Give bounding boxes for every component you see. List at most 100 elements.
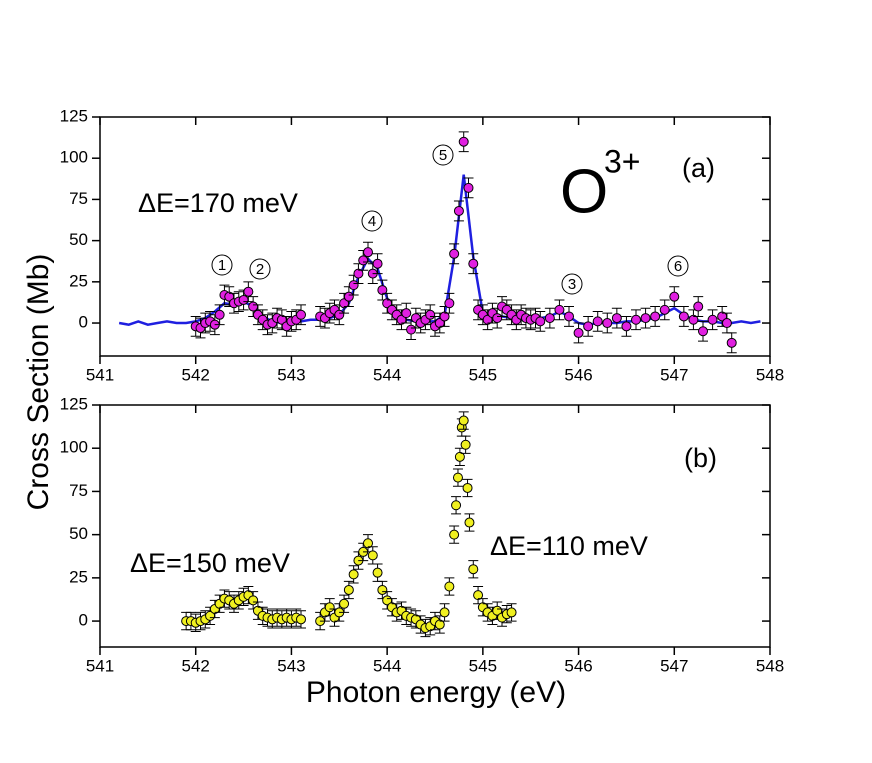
data-point <box>650 311 661 322</box>
data-point <box>592 316 603 327</box>
data-point <box>348 569 359 580</box>
y-tick-label: 50 <box>69 524 88 543</box>
data-point <box>468 258 479 269</box>
data-point <box>659 304 670 315</box>
data-point <box>602 318 613 329</box>
data-point <box>611 313 622 324</box>
x-tick-label: 548 <box>756 365 784 384</box>
panel-label: (b) <box>684 443 717 473</box>
data-point <box>348 280 359 291</box>
data-point <box>707 314 718 325</box>
x-tick-label: 543 <box>277 365 305 384</box>
plot-frame <box>99 116 771 357</box>
y-tick-label: 125 <box>60 106 88 125</box>
x-tick-label: 544 <box>373 656 401 675</box>
data-point <box>451 500 462 511</box>
y-tick-label: 0 <box>79 313 88 332</box>
data-point <box>458 136 469 147</box>
x-tick-label: 543 <box>277 656 305 675</box>
y-tick-label: 100 <box>60 438 88 457</box>
x-tick-label: 545 <box>469 365 497 384</box>
data-point <box>462 482 473 493</box>
data-point <box>721 318 732 329</box>
x-tick-label: 545 <box>469 656 497 675</box>
y-tick-label: 75 <box>69 481 88 500</box>
data-point <box>243 286 254 297</box>
data-point <box>377 285 388 296</box>
x-tick-label: 546 <box>564 656 592 675</box>
ion-symbol: O <box>560 157 608 226</box>
peak-circle <box>432 144 454 166</box>
x-tick-label: 548 <box>756 656 784 675</box>
panel-label: (a) <box>682 153 715 183</box>
y-tick-label: 75 <box>69 189 88 208</box>
data-point <box>343 291 354 302</box>
data-point <box>444 581 455 592</box>
data-point <box>248 595 259 606</box>
x-tick-label: 541 <box>86 365 114 384</box>
data-point <box>464 517 475 528</box>
data-point <box>506 607 517 618</box>
y-tick-label: 0 <box>79 611 88 630</box>
resolution-label: ΔE=110 meV <box>490 531 648 561</box>
data-point <box>453 205 464 216</box>
data-point <box>454 451 465 462</box>
y-axis-label: Cross Section (Mb) <box>22 254 55 511</box>
resolution-label: ΔE=150 meV <box>130 548 290 578</box>
peak-circle <box>361 210 383 232</box>
data-point <box>544 313 555 324</box>
x-tick-label: 547 <box>660 365 688 384</box>
data-point <box>339 598 350 609</box>
data-point <box>353 268 364 279</box>
data-point <box>669 291 680 302</box>
data-point <box>296 309 306 320</box>
peak-circle <box>211 254 233 276</box>
data-point <box>449 248 460 259</box>
resolution-label: ΔE=170 meV <box>138 188 298 218</box>
data-point <box>343 584 354 595</box>
x-tick-label: 542 <box>182 365 210 384</box>
data-point <box>449 529 460 540</box>
x-tick-label: 546 <box>564 365 592 384</box>
data-point <box>463 182 474 193</box>
x-tick-label: 542 <box>182 656 210 675</box>
peak-label: 4 <box>368 213 376 230</box>
data-point <box>377 584 388 595</box>
data-point <box>248 301 259 312</box>
x-tick-label: 544 <box>373 365 401 384</box>
data-point <box>452 472 463 483</box>
data-point <box>698 326 708 337</box>
peak-circle <box>561 273 583 295</box>
data-point <box>439 607 450 618</box>
data-point <box>554 304 565 315</box>
data-point <box>640 313 651 324</box>
plot-area <box>181 411 517 638</box>
y-tick-label: 50 <box>69 230 88 249</box>
data-point <box>460 439 471 450</box>
data-point <box>372 258 383 269</box>
plot-area <box>118 131 761 354</box>
data-point <box>214 309 225 320</box>
ion-charge: 3+ <box>604 143 640 179</box>
data-point <box>401 308 412 319</box>
data-point <box>434 619 445 630</box>
data-point <box>444 298 455 309</box>
y-tick-label: 25 <box>69 567 88 586</box>
peak-label: 2 <box>256 261 264 278</box>
data-point <box>621 321 632 332</box>
peak-circle <box>667 255 689 277</box>
data-point <box>238 294 249 305</box>
data-point <box>324 602 335 613</box>
data-point <box>693 301 704 312</box>
data-point <box>564 311 574 322</box>
y-tick-label: 125 <box>60 394 88 413</box>
data-point <box>363 247 373 258</box>
peak-label: 5 <box>439 147 447 164</box>
data-point <box>678 311 689 322</box>
data-point <box>334 309 345 320</box>
data-point <box>688 314 699 325</box>
data-point <box>458 415 469 426</box>
data-point <box>535 316 546 327</box>
data-point <box>406 324 417 335</box>
